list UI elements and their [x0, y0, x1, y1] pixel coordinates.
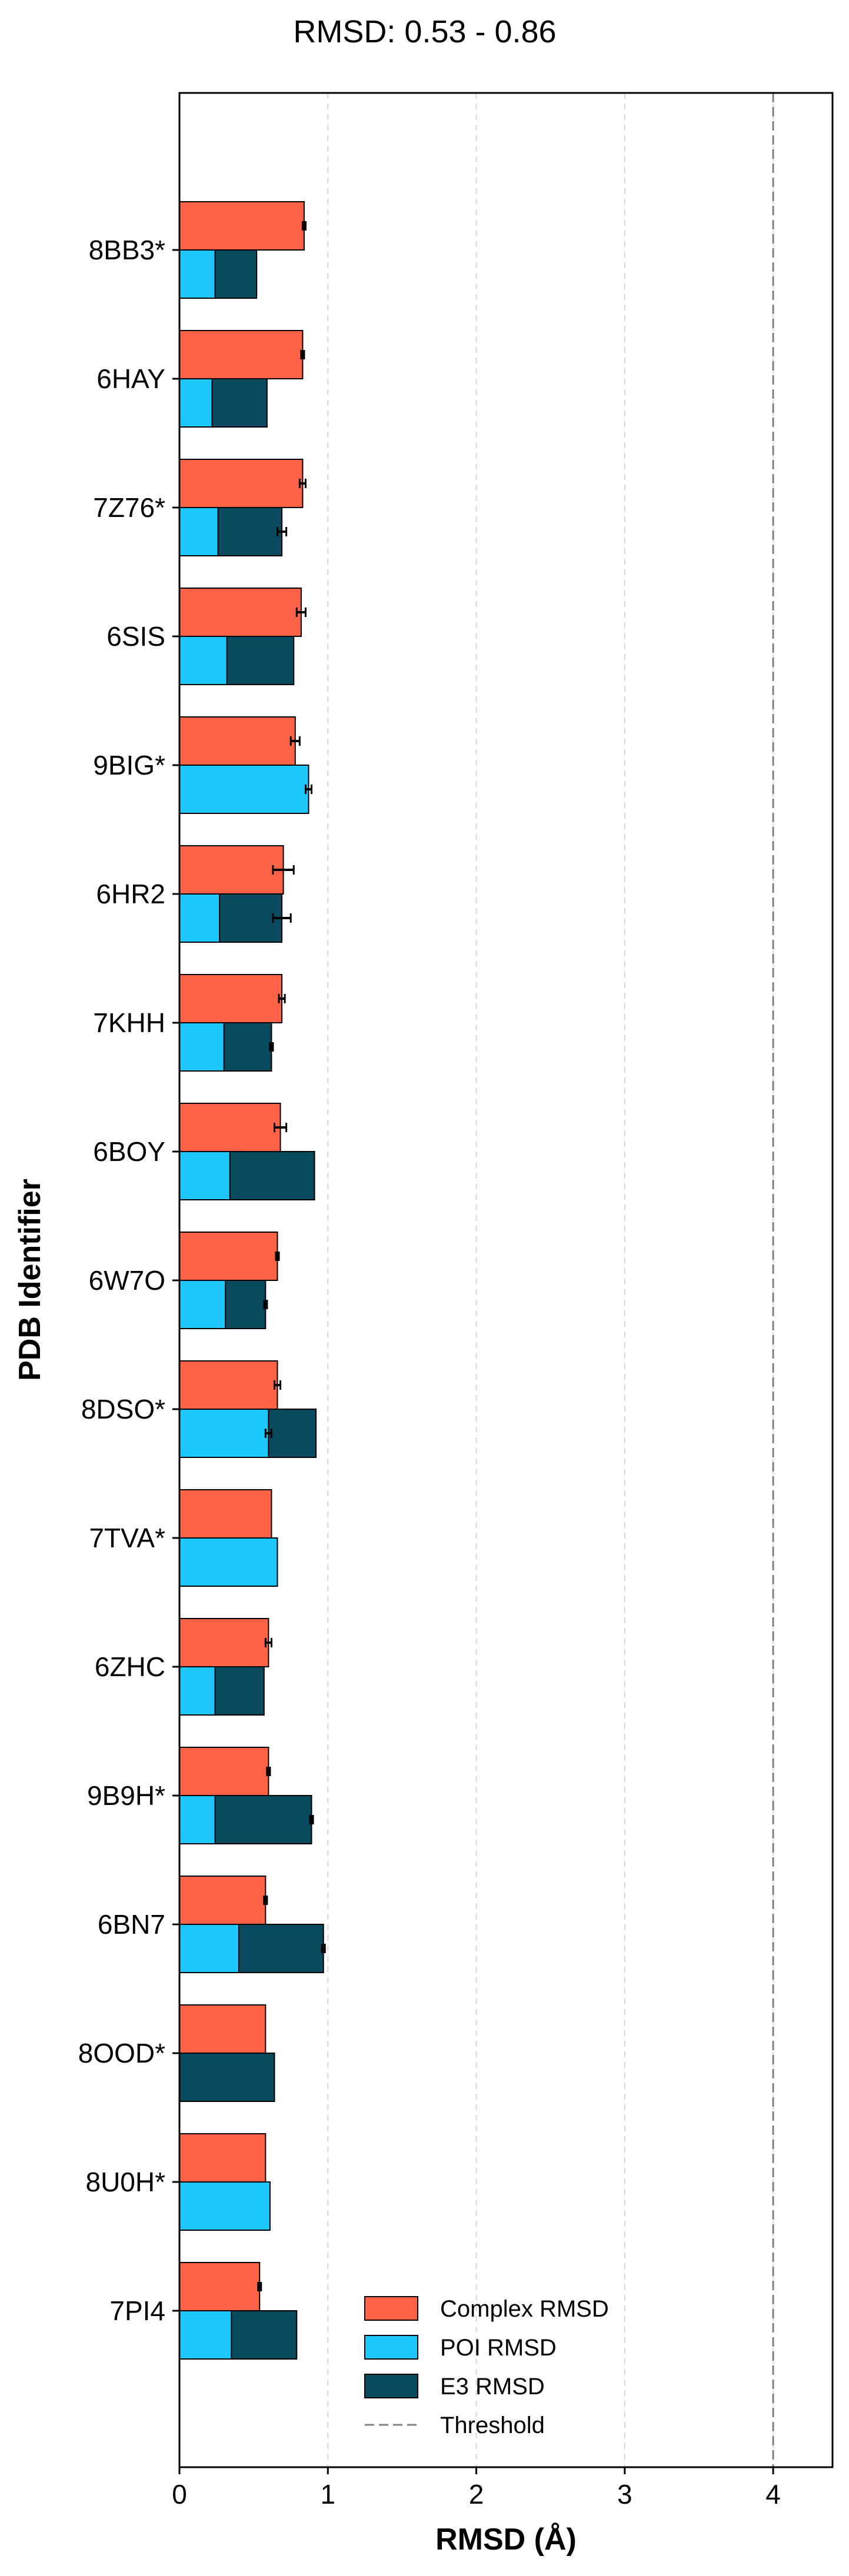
bar-poi-11 [179, 1666, 216, 1716]
bar-poi-4 [179, 765, 309, 814]
bar-poi-1 [179, 378, 213, 428]
legend-label-3: Threshold [440, 2413, 545, 2438]
bar-poi-3 [179, 636, 228, 685]
y-tick-label-1: 6HAY [96, 363, 165, 394]
bar-poi-7 [179, 1151, 231, 1200]
bar-poi-0 [179, 249, 216, 299]
bar-complex-16 [179, 2262, 261, 2311]
y-tick-label-4: 9BIG* [93, 750, 165, 780]
legend-label-1: POI RMSD [440, 2335, 557, 2361]
bar-poi-16 [179, 2310, 232, 2360]
bar-complex-10 [179, 1489, 272, 1539]
bar-poi-5 [179, 893, 221, 943]
x-tick-label-0: 0 [172, 2479, 187, 2510]
y-tick-label-16: 7PI4 [109, 2295, 165, 2326]
y-tick-label-14: 8OOD* [78, 2038, 165, 2068]
y-tick-label-0: 8BB3* [89, 235, 166, 265]
bars-layer [179, 201, 326, 2360]
y-tick-label-11: 6ZHC [95, 1651, 165, 1682]
bar-complex-1 [179, 330, 304, 379]
y-tick-label-12: 9B9H* [87, 1780, 165, 1811]
y-tick-label-6: 7KHH [93, 1007, 165, 1038]
legend-swatch-2 [364, 2374, 418, 2398]
bar-complex-11 [179, 1618, 269, 1667]
bar-poi-15 [179, 2181, 271, 2231]
bar-complex-14 [179, 2004, 267, 2054]
bar-poi-10 [179, 1537, 278, 1587]
bar-complex-7 [179, 1103, 281, 1152]
bar-poi-9 [179, 1409, 269, 1458]
bar-complex-2 [179, 459, 304, 508]
y-tick-label-5: 6HR2 [96, 879, 165, 909]
bar-e3-14 [179, 2053, 275, 2102]
bar-complex-4 [179, 716, 296, 766]
y-tick-label-10: 7TVA* [89, 1523, 165, 1553]
x-tick-layer: 0 1 2 3 4 [172, 2467, 781, 2510]
bar-complex-6 [179, 974, 283, 1023]
y-tick-label-13: 6BN7 [98, 1909, 165, 1940]
y-tick-label-9: 8DSO* [81, 1394, 165, 1424]
x-axis-label: RMSD (Å) [435, 2522, 577, 2557]
x-tick-label-2: 2 [469, 2479, 484, 2510]
y-axis-label: PDB Identifier [13, 1179, 47, 1381]
y-tick-label-2: 7Z76* [93, 492, 165, 523]
bar-poi-6 [179, 1022, 225, 1072]
y-tick-layer: 8BB3* 6HAY 7Z76* 6SIS 9BIG* 6HR2 7KHH 6BOY 6W7O 8… [78, 235, 179, 2326]
grid-layer [327, 93, 774, 2467]
chart-title: RMSD: 0.53 - 0.86 [293, 14, 556, 49]
bar-complex-3 [179, 588, 302, 637]
legend: Complex RMSD POI RMSD E3 RMSD Threshold [364, 2296, 609, 2438]
y-tick-label-3: 6SIS [106, 621, 165, 652]
bar-complex-13 [179, 1876, 267, 1925]
bar-poi-13 [179, 1924, 239, 1973]
bar-complex-8 [179, 1232, 278, 1281]
bar-complex-9 [179, 1360, 278, 1410]
y-tick-label-8: 6W7O [89, 1265, 165, 1296]
x-tick-label-4: 4 [765, 2479, 781, 2510]
bar-poi-8 [179, 1280, 227, 1329]
bar-poi-2 [179, 507, 219, 556]
bar-complex-15 [179, 2133, 267, 2183]
bar-complex-5 [179, 845, 284, 895]
legend-label-0: Complex RMSD [440, 2296, 609, 2322]
legend-swatch-1 [364, 2335, 418, 2360]
legend-label-2: E3 RMSD [440, 2374, 545, 2400]
bar-complex-0 [179, 201, 305, 251]
x-tick-label-3: 3 [617, 2479, 632, 2510]
legend-swatch-0 [364, 2296, 418, 2321]
y-tick-label-15: 8U0H* [85, 2167, 165, 2197]
bar-poi-12 [179, 1795, 216, 1844]
x-tick-label-1: 1 [320, 2479, 335, 2510]
bar-complex-12 [179, 1747, 269, 1796]
y-tick-label-7: 6BOY [93, 1136, 165, 1167]
